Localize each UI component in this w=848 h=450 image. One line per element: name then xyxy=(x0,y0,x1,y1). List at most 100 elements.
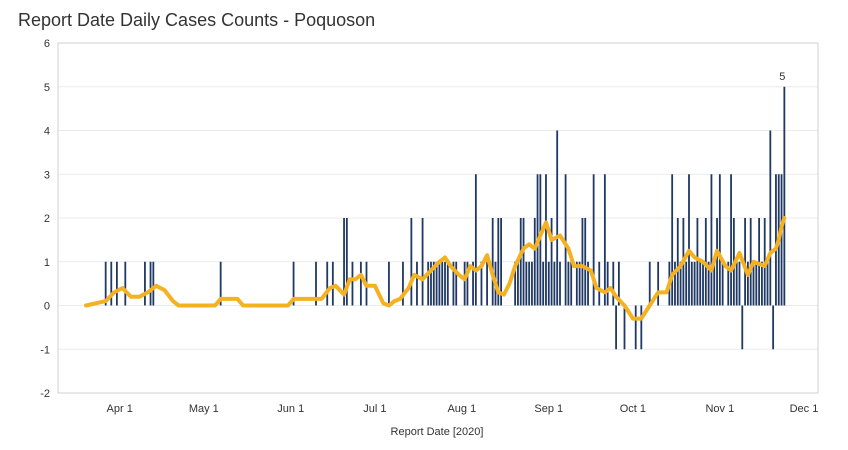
bar xyxy=(115,261,118,306)
bar xyxy=(587,261,589,306)
bar xyxy=(606,261,609,306)
bar xyxy=(219,261,222,306)
bar xyxy=(688,174,690,306)
bar xyxy=(343,218,345,306)
bar xyxy=(545,174,547,306)
bar xyxy=(556,130,559,306)
bar xyxy=(567,261,570,306)
bar xyxy=(727,261,730,306)
x-tick-label: Dec 1 xyxy=(790,403,819,415)
bar xyxy=(575,261,578,306)
bar xyxy=(603,174,606,306)
x-tick-label: Nov 1 xyxy=(705,403,734,415)
bar xyxy=(531,261,533,306)
bar xyxy=(427,261,430,306)
bar xyxy=(690,261,693,306)
bar xyxy=(730,174,732,306)
bar xyxy=(581,218,584,306)
moving-average-line xyxy=(84,216,787,321)
bar xyxy=(704,218,707,306)
bar xyxy=(766,261,769,306)
bar xyxy=(441,261,444,306)
bar xyxy=(522,218,525,306)
bar xyxy=(432,261,435,306)
bar xyxy=(640,305,643,350)
gridlines xyxy=(58,42,818,394)
bar xyxy=(744,218,746,306)
bar xyxy=(598,261,601,306)
bar xyxy=(292,261,295,306)
bar xyxy=(775,174,777,306)
bar xyxy=(707,261,710,306)
bar xyxy=(486,261,488,306)
bar xyxy=(671,174,674,306)
bar xyxy=(617,261,620,306)
bar xyxy=(466,261,469,306)
bar xyxy=(528,261,531,306)
y-tick-label: 3 xyxy=(44,169,50,181)
bar xyxy=(452,261,455,306)
x-axis-ticks: Apr 1 May 1 Jun 1 Jul 1 Aug 1 Sep 1 Oct 1 Nov 1… xyxy=(107,403,819,415)
bar xyxy=(578,261,581,306)
y-tick-label: 6 xyxy=(44,38,50,50)
bar xyxy=(315,261,317,306)
bar xyxy=(623,305,626,350)
bar xyxy=(584,218,587,306)
bar xyxy=(463,261,466,306)
y-tick-label: 0 xyxy=(44,301,50,313)
bar xyxy=(713,261,716,306)
x-tick-label: Aug 1 xyxy=(447,403,476,415)
bar xyxy=(710,174,713,306)
bar xyxy=(491,218,494,306)
x-tick-label: Apr 1 xyxy=(107,403,133,415)
bar xyxy=(676,218,679,306)
bar xyxy=(752,261,755,306)
bar xyxy=(685,261,688,306)
bar xyxy=(514,261,517,306)
bar xyxy=(738,261,741,306)
bar xyxy=(648,261,651,306)
bar xyxy=(438,261,441,306)
bar xyxy=(519,218,522,306)
bar xyxy=(679,261,682,306)
bar xyxy=(550,218,553,306)
bar xyxy=(533,218,536,306)
bar xyxy=(430,261,432,306)
bar xyxy=(446,261,449,306)
bar xyxy=(657,261,660,306)
bar xyxy=(410,218,413,306)
bar xyxy=(592,174,595,306)
bar xyxy=(351,261,354,306)
bar xyxy=(402,261,404,306)
bar xyxy=(718,174,721,306)
bar xyxy=(564,174,567,306)
bar xyxy=(144,261,146,306)
bar xyxy=(326,261,329,306)
peak-annotation: 5 xyxy=(779,71,785,83)
bar xyxy=(517,261,519,306)
bar xyxy=(570,261,573,306)
bar xyxy=(474,174,477,306)
x-tick-label: Jul 1 xyxy=(363,403,386,415)
bar xyxy=(674,261,676,306)
bar xyxy=(525,261,528,306)
y-tick-label: 4 xyxy=(44,126,50,138)
y-axis-ticks: -2 -1 0 1 2 3 4 5 6 xyxy=(40,38,50,400)
bar xyxy=(769,130,772,306)
bar xyxy=(345,218,348,306)
x-tick-label: Oct 1 xyxy=(620,403,646,415)
bar xyxy=(783,86,786,306)
bar xyxy=(780,174,783,306)
bar xyxy=(615,305,617,350)
bar xyxy=(421,218,424,306)
bar xyxy=(152,261,155,306)
plot-frame xyxy=(57,42,819,394)
bar xyxy=(359,261,362,306)
bar xyxy=(480,261,483,306)
bar xyxy=(716,218,718,306)
y-tick-label: 2 xyxy=(44,213,50,225)
x-tick-label: Jun 1 xyxy=(277,403,304,415)
x-tick-label: May 1 xyxy=(189,403,219,415)
bar xyxy=(542,261,545,306)
bar xyxy=(547,261,550,306)
